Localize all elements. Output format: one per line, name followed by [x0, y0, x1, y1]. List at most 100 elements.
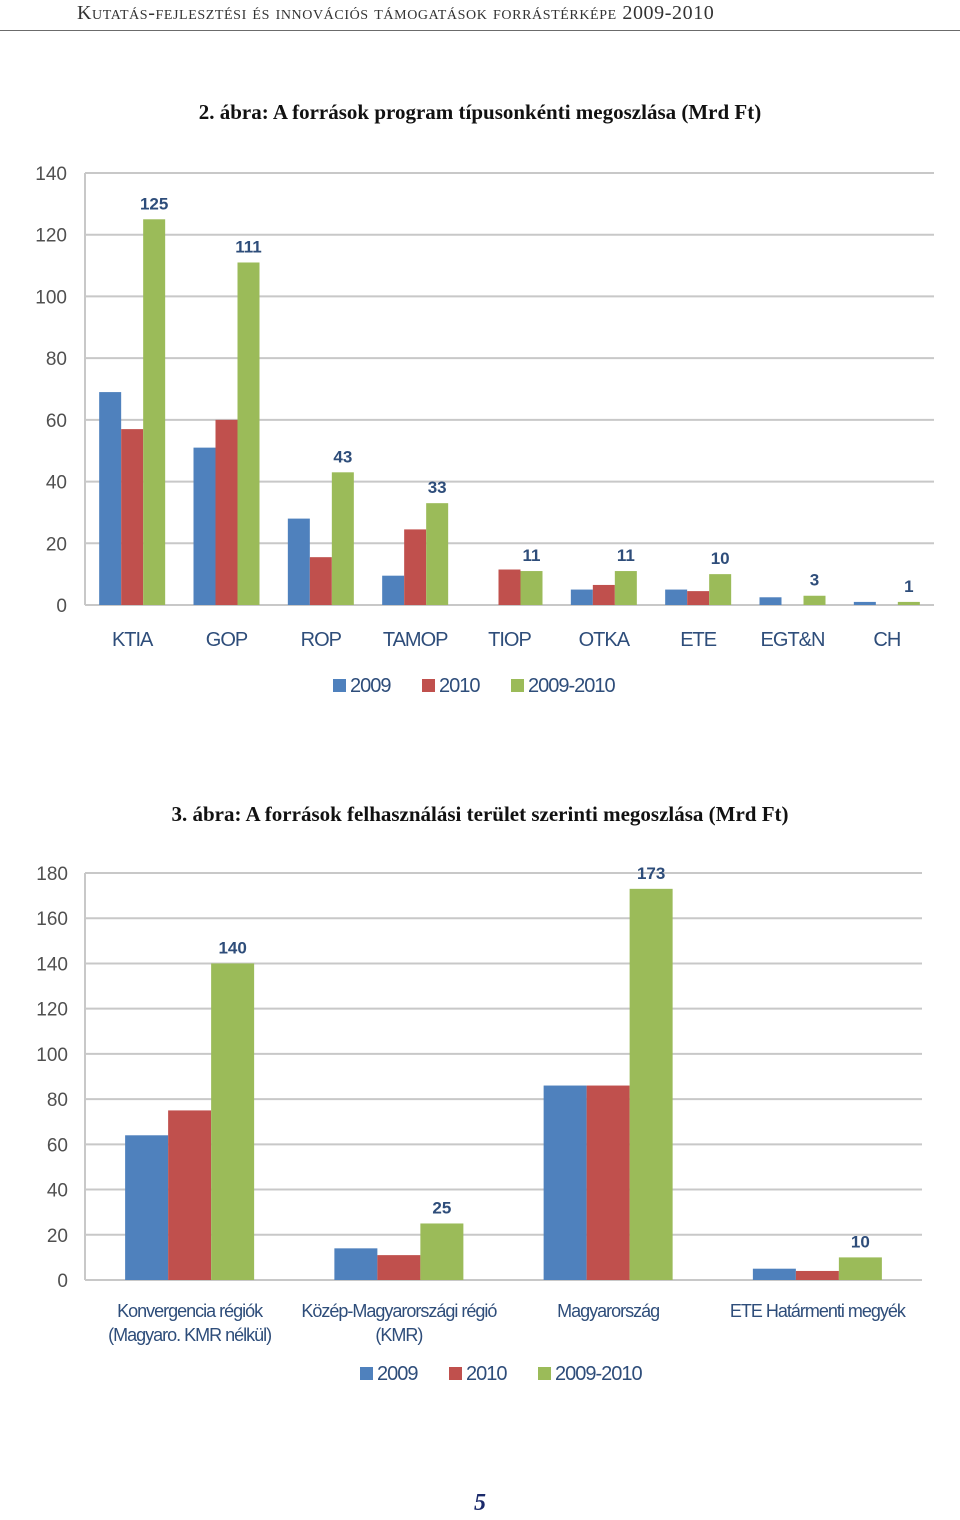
y-tick-label: 140 — [36, 954, 68, 975]
data-label: 11 — [617, 546, 635, 565]
x-category-label: OTKA — [579, 629, 631, 651]
bar-2009-2010-KTIA — [143, 219, 166, 605]
legend-swatch — [360, 1367, 373, 1380]
data-label: 111 — [235, 237, 262, 256]
bar-2009-2010-Magyarország — [629, 888, 673, 1280]
legend-label: 2009 — [377, 1363, 418, 1385]
data-label: 10 — [851, 1232, 870, 1251]
bar-2009-Közép-Magyarországi régió — [334, 1248, 378, 1280]
legend-swatch — [333, 679, 346, 692]
bar-2010-Magyarország — [586, 1085, 630, 1280]
page-number: 5 — [474, 1490, 486, 1516]
legend-swatch — [449, 1367, 462, 1380]
bar-2010-ETE — [687, 591, 710, 605]
bar-2010-TAMOP — [404, 529, 427, 605]
bar-2010-Konvergencia régiók — [168, 1110, 212, 1280]
legend-label: 2009-2010 — [528, 675, 616, 697]
figure-2-chart: 020406080100120140125KTIA111GOP43ROP33TA… — [35, 164, 934, 697]
figure-2-title: 2. ábra: A források program típusonkénti… — [198, 100, 762, 124]
legend-swatch — [422, 679, 435, 692]
bar-2009-2010-ROP — [331, 472, 354, 605]
x-category-label: CH — [873, 629, 900, 651]
bar-2010-OTKA — [592, 584, 615, 605]
data-label: 10 — [711, 549, 730, 568]
x-category-label: Magyarország — [557, 1301, 659, 1321]
legend-label: 2009-2010 — [555, 1363, 643, 1385]
bar-2009-TAMOP — [382, 575, 405, 605]
y-tick-label: 20 — [47, 1226, 68, 1247]
figure-3-chart: 0 20 40 60 80 100 120 140 160 180 140 Konvergencia … — [36, 864, 922, 1385]
bar-2010-KTIA — [121, 429, 144, 605]
bar-2009-2010-ETE Határmenti megyék — [838, 1257, 882, 1280]
y-tick-label: 20 — [46, 534, 67, 555]
legend-label: 2010 — [466, 1363, 507, 1385]
data-label: 140 — [218, 938, 246, 957]
x-category-label: KTIA — [112, 629, 154, 651]
y-tick-label: 40 — [47, 1181, 68, 1202]
y-tick-label: 60 — [47, 1135, 68, 1156]
x-category-label: Konvergencia régiók — [117, 1301, 264, 1321]
running-header-title: Kutatás-fejlesztési és innovációs támoga… — [77, 2, 715, 24]
bar-2009-CH — [853, 601, 876, 605]
bar-2009-2010-Közép-Magyarországi régió — [420, 1223, 464, 1280]
y-tick-label: 120 — [36, 1000, 68, 1021]
bar-2010-ETE Határmenti megyék — [795, 1270, 839, 1280]
bar-2010-GOP — [215, 419, 238, 605]
bar-2009-2010-Konvergencia régiók — [211, 963, 255, 1280]
legend-entry-2009-2010: 2009-2010 — [511, 675, 617, 697]
x-category-label: (KMR) — [375, 1325, 422, 1345]
x-category-label: Közép-Magyarországi régió — [301, 1301, 497, 1321]
bar-2009-KTIA — [99, 392, 122, 605]
bar-2009-2010-ETE — [709, 574, 732, 605]
data-label: 11 — [523, 546, 541, 565]
legend-entry-2010: 2010 — [422, 675, 481, 697]
x-category-label: ETE — [680, 629, 717, 651]
data-label: 1 — [904, 577, 913, 596]
data-label: 25 — [432, 1198, 451, 1217]
bar-2009-ETE Határmenti megyék — [752, 1268, 796, 1280]
bar-2009-2010-EGT&N — [803, 595, 826, 605]
x-category-label: ROP — [301, 629, 342, 651]
y-tick-label: 60 — [46, 411, 67, 432]
x-category-label: GOP — [206, 629, 248, 651]
data-label: 125 — [140, 194, 168, 213]
bar-2010-TIOP — [498, 569, 521, 605]
y-tick-label: 100 — [36, 1045, 68, 1066]
y-tick-label: 140 — [35, 164, 67, 185]
y-tick-label: 0 — [56, 596, 67, 617]
bar-2009-ETE — [665, 589, 688, 605]
bar-2009-2010-OTKA — [614, 571, 637, 605]
legend-label: 2009 — [350, 675, 391, 697]
bar-2009-OTKA — [570, 589, 593, 605]
y-tick-label: 120 — [35, 226, 67, 247]
bar-2009-2010-TAMOP — [426, 503, 449, 605]
bar-2009-2010-GOP — [237, 262, 260, 605]
bar-2010-ROP — [309, 557, 332, 605]
y-tick-label: 80 — [46, 349, 67, 370]
x-category-label: EGT&N — [761, 629, 825, 651]
legend-swatch — [511, 679, 524, 692]
data-label: 33 — [428, 478, 447, 497]
bar-2009-ROP — [287, 518, 310, 605]
running-header: Kutatás-fejlesztési és innovációs támoga… — [0, 0, 960, 31]
figure-3-title: 3. ábra: A források felhasználási terüle… — [171, 802, 789, 826]
legend-entry-2009: 2009 — [360, 1363, 419, 1385]
y-tick-label: 40 — [46, 473, 67, 494]
x-category-label: (Magyaro. KMR nélkül) — [108, 1325, 271, 1345]
bar-2009-Konvergencia régiók — [125, 1135, 169, 1280]
bar-2009-2010-TIOP — [520, 571, 543, 605]
data-label: 173 — [637, 864, 665, 883]
x-category-label: TIOP — [488, 629, 531, 651]
bar-2009-EGT&N — [759, 597, 782, 605]
y-tick-label: 0 — [57, 1271, 68, 1292]
y-tick-label: 160 — [36, 909, 68, 930]
legend-entry-2010: 2010 — [449, 1363, 508, 1385]
legend-entry-2009: 2009 — [333, 675, 392, 697]
bar-2009-2010-CH — [897, 601, 920, 605]
y-tick-label: 100 — [35, 287, 67, 308]
legend-label: 2010 — [439, 675, 480, 697]
y-tick-label: 180 — [36, 864, 68, 885]
data-label: 3 — [810, 571, 819, 590]
bar-2009-Magyarország — [543, 1085, 587, 1280]
x-category-label: TAMOP — [383, 629, 448, 651]
